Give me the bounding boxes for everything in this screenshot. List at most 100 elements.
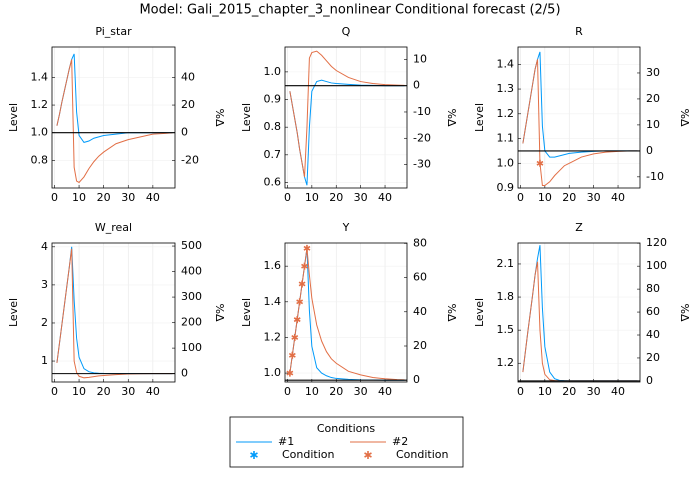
x-tick-label: 0 — [284, 191, 291, 204]
y2-tick-label: 200 — [181, 316, 202, 329]
y-tick-label: 0.8 — [31, 153, 49, 166]
y2-tick-label: -20 — [181, 153, 199, 166]
y2-axis-label: %Δ — [445, 304, 458, 322]
y-tick-label: 1.0 — [264, 65, 282, 78]
y2-tick-label: 80 — [413, 236, 427, 249]
series-line — [522, 59, 638, 187]
y2-tick-label: 80 — [646, 282, 660, 295]
y2-tick-label: 0 — [181, 367, 188, 380]
y2-tick-label: 0 — [413, 79, 420, 92]
y2-tick-label: 60 — [413, 271, 427, 284]
x-tick-label: 10 — [305, 191, 319, 204]
y-axis-label: Level — [473, 103, 486, 132]
y-tick-label: 1.4 — [264, 295, 282, 308]
y-axis-label: Level — [240, 298, 253, 327]
x-tick-label: 30 — [354, 385, 368, 398]
x-tick-label: 20 — [329, 385, 343, 398]
x-tick-label: 10 — [305, 385, 319, 398]
x-tick-label: 40 — [378, 191, 392, 204]
y2-tick-label: 0 — [181, 126, 188, 139]
series-line — [289, 50, 405, 178]
y2-tick-label: 20 — [181, 98, 195, 111]
y2-tick-label: 400 — [181, 265, 202, 278]
x-tick-label: 40 — [146, 385, 160, 398]
y-tick-label: 1.5 — [497, 323, 515, 336]
y-tick-label: 1.8 — [497, 290, 515, 303]
y2-tick-label: -20 — [413, 131, 431, 144]
plot-frame — [517, 46, 641, 189]
y-tick-label: 1.6 — [264, 259, 282, 272]
x-tick-label: 20 — [97, 191, 111, 204]
y2-tick-label: 10 — [413, 52, 427, 65]
y-tick-label: 0.9 — [264, 93, 282, 106]
y2-tick-label: 100 — [181, 341, 202, 354]
y2-tick-label: 10 — [646, 118, 660, 131]
y-tick-label: 0.8 — [264, 120, 282, 133]
y2-axis-label: %Δ — [213, 109, 226, 127]
condition-marker — [286, 369, 294, 377]
y2-axis-label: %Δ — [213, 304, 226, 322]
legend-label: #1 — [278, 435, 294, 448]
series-line — [56, 248, 173, 379]
condition-marker — [291, 333, 299, 341]
y2-tick-label: 100 — [646, 259, 667, 272]
x-tick-label: 10 — [72, 191, 86, 204]
y2-tick-label: -30 — [413, 158, 431, 171]
y-tick-label: 3 — [41, 278, 48, 291]
x-tick-label: 10 — [538, 385, 552, 398]
panel-title: W_real — [95, 221, 132, 234]
panel-title: Z — [575, 221, 583, 234]
condition-marker — [301, 262, 308, 270]
legend-star — [250, 451, 258, 459]
y2-axis-label: %Δ — [678, 109, 691, 127]
y-tick-label: 1.4 — [31, 70, 49, 83]
y2-tick-label: -10 — [413, 105, 431, 118]
y-axis-label: Level — [7, 103, 20, 132]
legend-label: #2 — [392, 435, 408, 448]
y-tick-label: 1.3 — [497, 82, 515, 95]
panel-title: R — [575, 25, 583, 38]
x-tick-label: 10 — [72, 385, 86, 398]
y-tick-label: 1.2 — [497, 356, 515, 369]
series-line — [289, 248, 405, 381]
figure-title: Model: Gali_2015_chapter_3_nonlinear Con… — [139, 3, 560, 18]
x-tick-label: 30 — [121, 191, 135, 204]
x-tick-label: 20 — [97, 385, 111, 398]
plot-frame — [284, 242, 408, 383]
y2-tick-label: 20 — [646, 92, 660, 105]
legend-label: Condition — [396, 448, 449, 461]
y-tick-label: 2.1 — [497, 257, 515, 270]
y2-tick-label: 0 — [646, 144, 653, 157]
condition-marker — [293, 316, 301, 324]
y2-tick-label: 120 — [646, 236, 667, 249]
plot-frame — [517, 242, 641, 383]
legend-title: Conditions — [317, 422, 375, 435]
y-tick-label: 0.6 — [264, 175, 282, 188]
x-tick-label: 20 — [562, 191, 576, 204]
legend-label: Condition — [282, 448, 335, 461]
y-tick-label: 1 — [41, 354, 48, 367]
series-line — [522, 245, 638, 382]
plot-frame — [51, 46, 176, 189]
y-tick-label: 1.0 — [31, 126, 49, 139]
y2-tick-label: 20 — [413, 339, 427, 352]
series-line — [56, 59, 173, 184]
y2-tick-label: 40 — [646, 328, 660, 341]
y-tick-label: 1.1 — [497, 132, 515, 145]
panel-title: Q — [342, 25, 351, 38]
y-tick-label: 1.2 — [497, 107, 515, 120]
y2-tick-label: 0 — [646, 374, 653, 387]
plot-frame — [284, 46, 408, 189]
y2-tick-label: 40 — [413, 305, 427, 318]
condition-marker — [296, 298, 304, 306]
panel-title: Pi_star — [95, 25, 132, 38]
x-tick-label: 0 — [517, 191, 524, 204]
panel-title: Y — [342, 221, 350, 234]
x-tick-label: 30 — [587, 191, 601, 204]
y-tick-label: 2 — [41, 316, 48, 329]
x-tick-label: 30 — [587, 385, 601, 398]
y-axis-label: Level — [240, 103, 253, 132]
y-axis-label: Level — [7, 298, 20, 327]
x-tick-label: 0 — [517, 385, 524, 398]
